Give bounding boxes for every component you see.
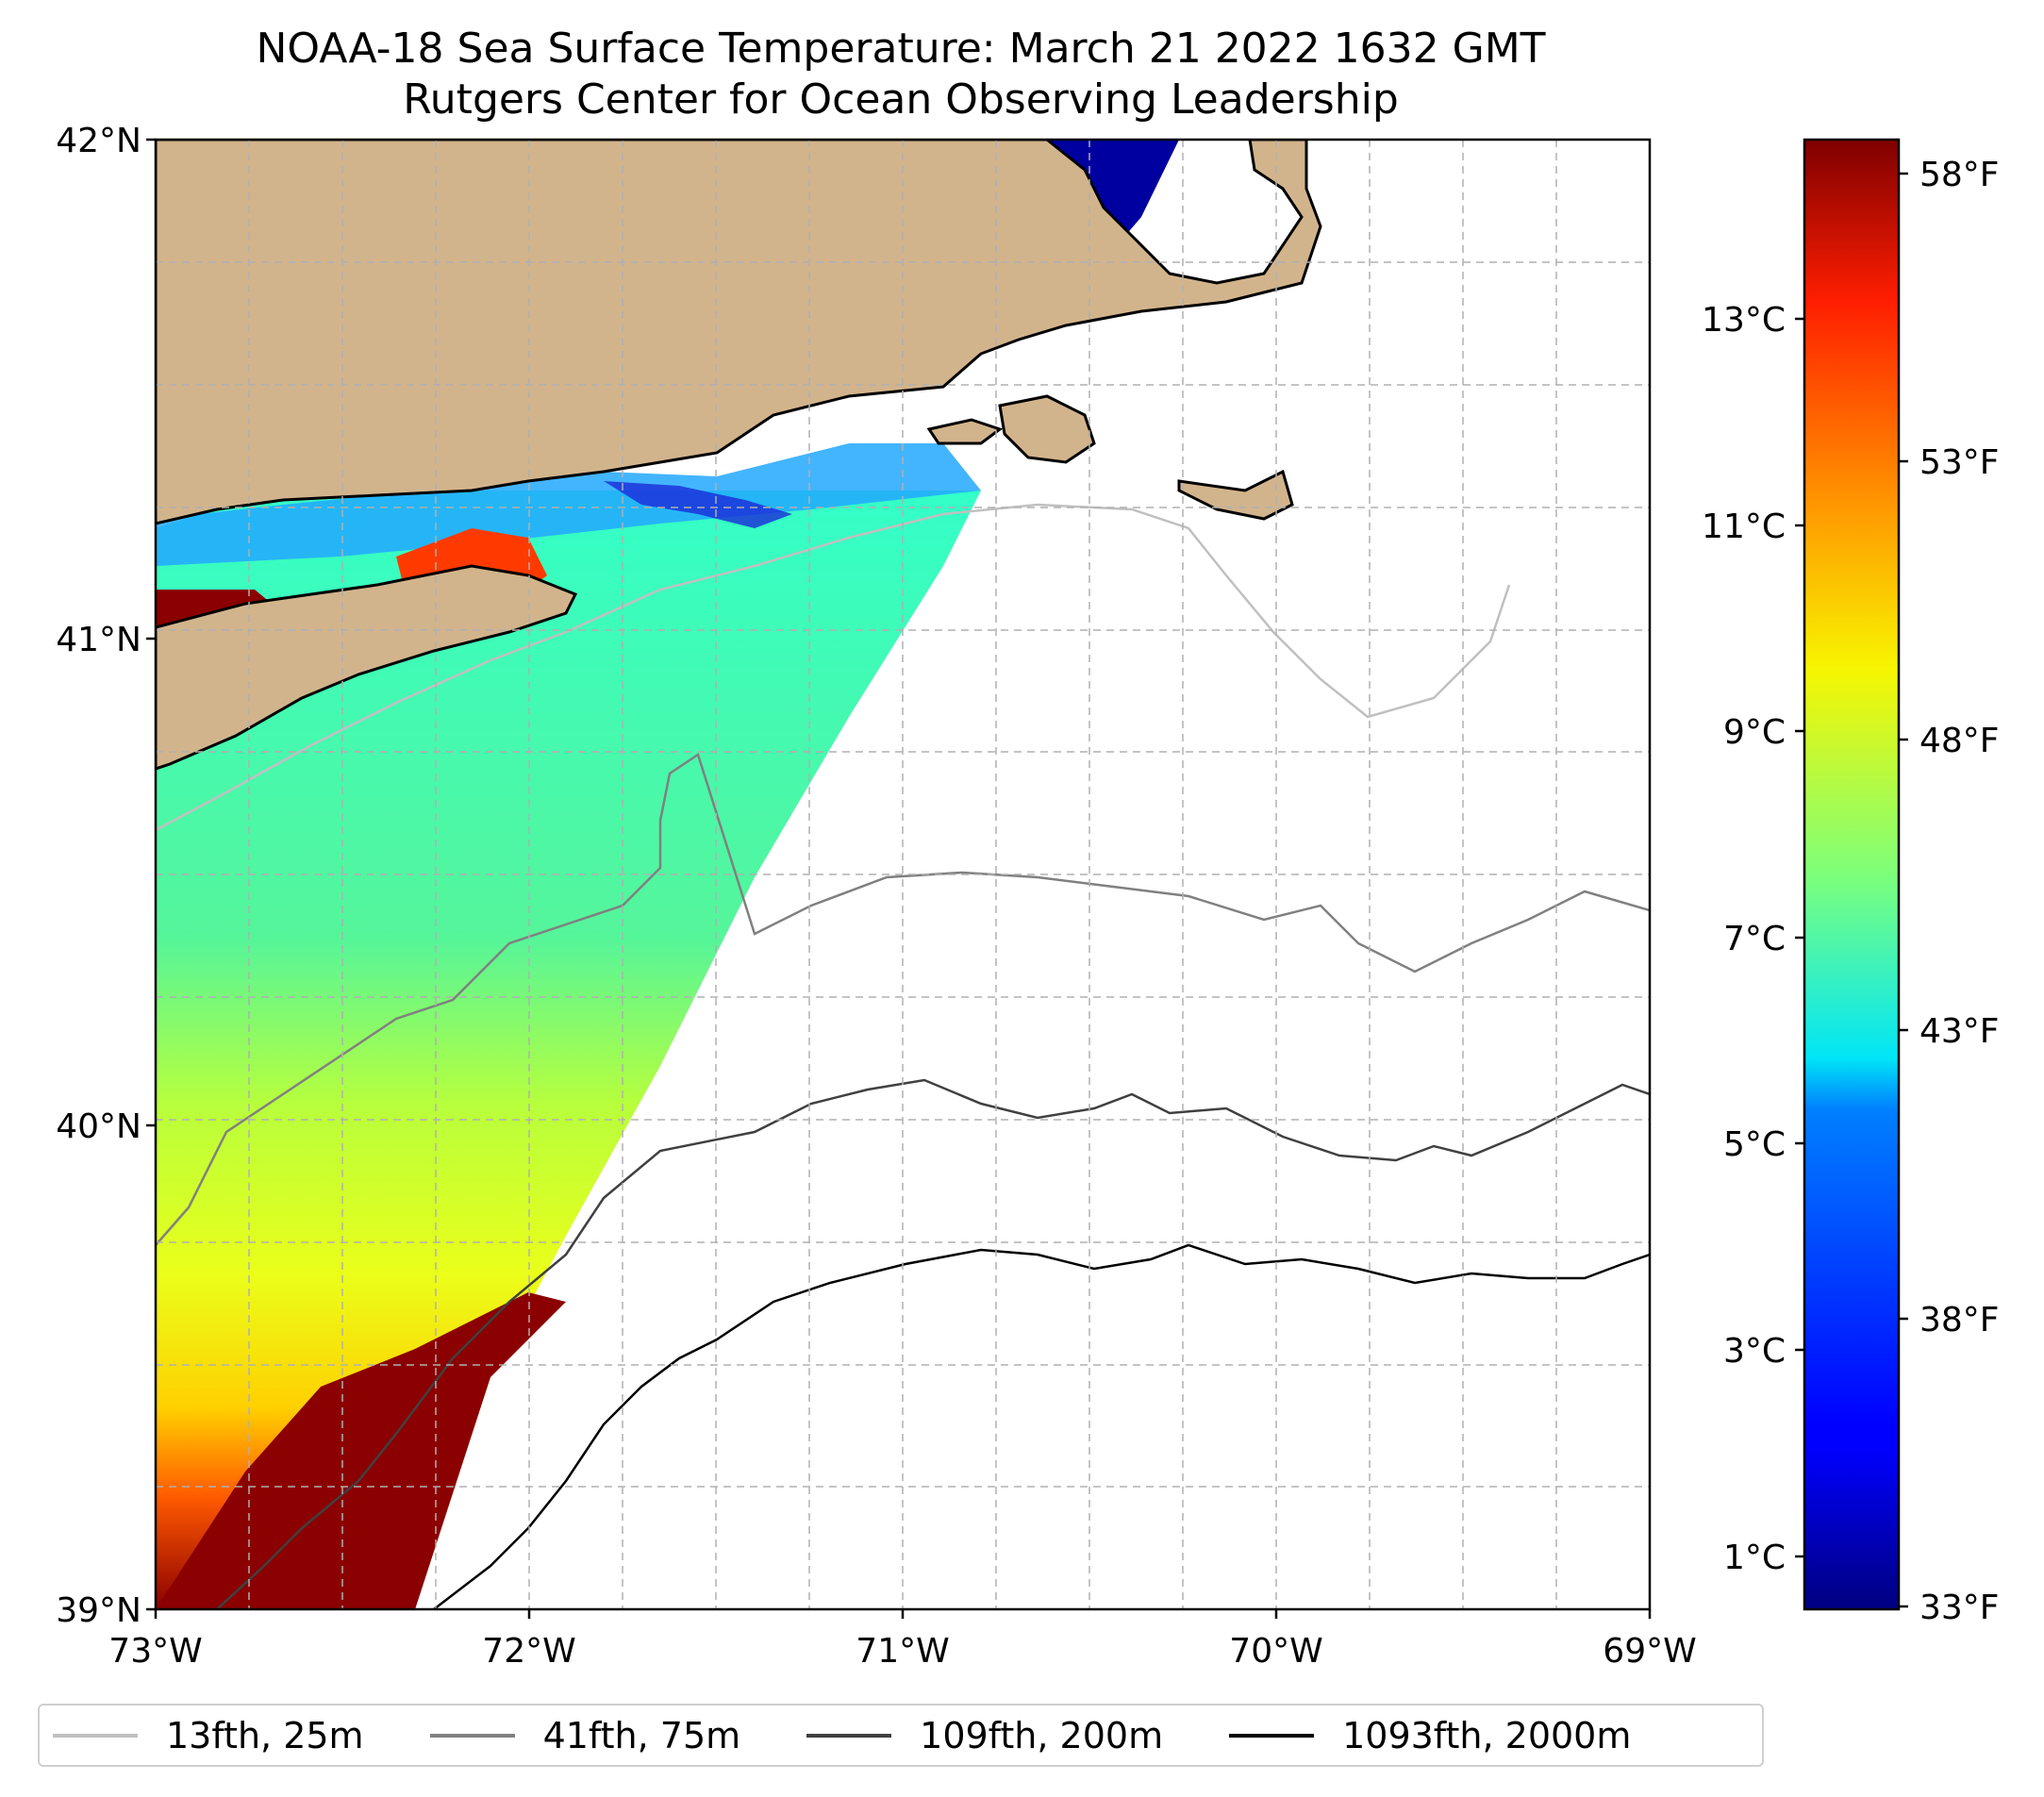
land-nantucket — [1177, 469, 1294, 521]
colorbar-f-tick-58: 58°F — [1919, 156, 2000, 194]
lon-tick-73w: 73°W — [108, 1632, 202, 1671]
colorbar-c-tick-11: 11°C — [1702, 507, 1786, 546]
lat-tick-42n: 42°N — [56, 122, 141, 160]
legend-item-2000m: 1093fth, 2000m — [1229, 1715, 1631, 1756]
colorbar-c-tick-9: 9°C — [1723, 713, 1786, 752]
colorbar-f-tick-48: 48°F — [1919, 722, 2000, 760]
land-block-island — [998, 394, 1096, 464]
land-new-england — [156, 140, 1322, 525]
lon-tick-69w: 69°W — [1603, 1632, 1696, 1671]
legend-label-75m: 41fth, 75m — [542, 1714, 741, 1756]
contour-200m — [216, 1078, 1650, 1609]
sst-swath — [156, 491, 981, 1609]
lon-tick-70w: 70°W — [1229, 1632, 1322, 1671]
colorbar-c-tick-3: 3°C — [1723, 1332, 1786, 1371]
colorbar-c-tick-5: 5°C — [1723, 1125, 1786, 1164]
legend-item-25m: 13fth, 25m — [53, 1715, 364, 1756]
legend-line-2000m — [1229, 1733, 1315, 1738]
colorbar-c-tick-13: 13°C — [1702, 301, 1786, 340]
legend-item-200m: 109fth, 200m — [806, 1715, 1163, 1756]
colorbar-tick-marks — [1795, 172, 1908, 1608]
colorbar-f-tick-43: 43°F — [1919, 1012, 2000, 1051]
depth-contour-legend: 13fth, 25m 41fth, 75m 109fth, 200m 1093f… — [38, 1704, 1764, 1767]
colorbar-f-tick-33: 33°F — [1919, 1589, 2000, 1627]
colorbar-f-tick-38: 38°F — [1919, 1301, 2000, 1339]
land-long-island — [156, 564, 578, 771]
map-gridlines — [156, 140, 1650, 1609]
legend-label-25m: 13fth, 25m — [166, 1714, 364, 1756]
legend-line-75m — [429, 1733, 515, 1738]
colorbar-c-tick-7: 7°C — [1723, 920, 1786, 958]
colorbar-f-tick-53: 53°F — [1919, 443, 2000, 482]
lon-tick-71w: 71°W — [856, 1632, 949, 1671]
legend-line-25m — [53, 1733, 138, 1738]
map-plot-area — [156, 140, 1650, 1609]
sst-cold-patch-sound — [604, 481, 792, 528]
legend-line-200m — [806, 1733, 892, 1738]
sst-warm-patch-south — [156, 1292, 566, 1609]
lat-tick-41n: 41°N — [56, 621, 141, 659]
contour-2000m — [433, 1243, 1650, 1609]
land-marthas-vineyard — [926, 418, 1004, 445]
map-title-line-2: Rutgers Center for Ocean Observing Leade… — [403, 75, 1399, 124]
lon-tick-72w: 72°W — [482, 1632, 575, 1671]
legend-label-200m: 109fth, 200m — [920, 1714, 1164, 1756]
lat-tick-39n: 39°N — [56, 1591, 141, 1630]
contour-75m — [156, 753, 1650, 1246]
contour-25m — [156, 503, 1511, 832]
map-title-line-1: NOAA-18 Sea Surface Temperature: March 2… — [256, 25, 1546, 73]
lat-tick-40n: 40°N — [56, 1107, 141, 1146]
legend-item-75m: 41fth, 75m — [429, 1714, 741, 1756]
axis-tick-marks — [146, 138, 1652, 1619]
colorbar-c-tick-1: 1°C — [1723, 1539, 1786, 1577]
colorbar — [1803, 138, 1901, 1611]
sst-cold-coastal-band — [156, 443, 981, 566]
legend-label-2000m: 1093fth, 2000m — [1342, 1714, 1632, 1756]
